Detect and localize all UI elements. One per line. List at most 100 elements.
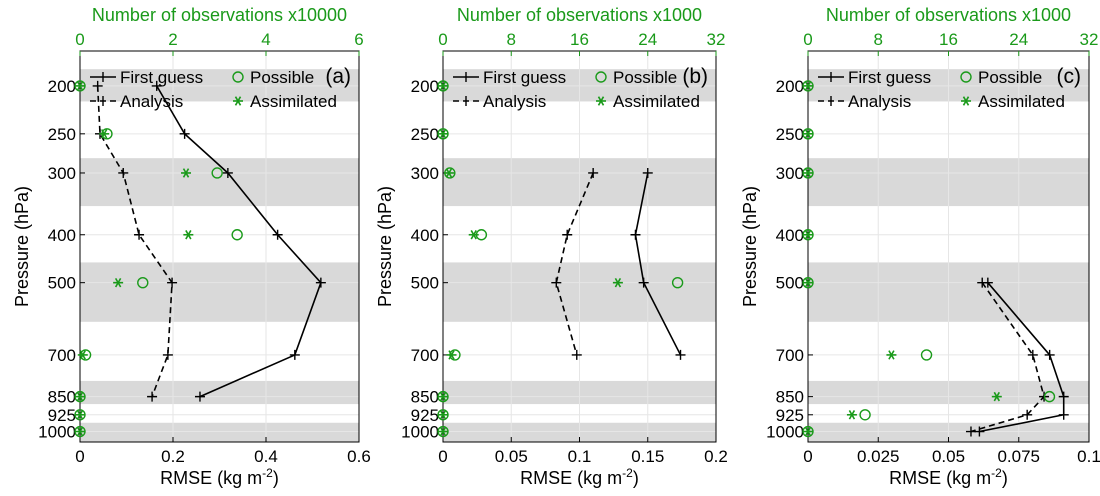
legend-marker-assimilated [233, 96, 243, 106]
y-tick-label: 300 [776, 164, 804, 183]
series-point-first-guess [642, 167, 653, 178]
obs-assimilated-marker [75, 426, 85, 437]
asterisk-stroke [439, 410, 447, 420]
asterisk-stroke [597, 96, 605, 106]
x2-tick-label: 8 [874, 30, 883, 49]
series-point-first-guess [1058, 409, 1069, 420]
y-tick-label: 850 [411, 388, 439, 407]
x2-tick-label: 4 [261, 30, 270, 49]
y-tick-label: 850 [48, 388, 76, 407]
legend-marker-possible [232, 71, 244, 83]
x-axis-title-close: ) [1002, 468, 1008, 488]
obs-assimilated-marker [803, 426, 813, 437]
series-point-analysis [571, 349, 582, 360]
x-axis-title-main: RMSE (kg m [889, 468, 991, 488]
series-point-first-guess [315, 277, 326, 288]
legend-label-analysis: Analysis [120, 92, 183, 111]
legend-label-first-guess: First guess [120, 68, 203, 87]
x2-tick-label: 6 [354, 30, 363, 49]
x-axis-title-superscript: -2 [262, 466, 273, 480]
x2-tick-label: 0 [75, 30, 84, 49]
y-axis-title: Pressure (hPa) [740, 186, 760, 307]
x-tick-label: 0.1 [1077, 447, 1100, 466]
obs-assimilated-marker [846, 410, 857, 420]
shaded-band [80, 380, 359, 405]
y-tick-label: 850 [776, 388, 804, 407]
x-axis-title-close: ) [633, 468, 639, 488]
obs-possible-marker [859, 409, 871, 421]
obs-assimilated-marker [468, 230, 479, 240]
obs-possible-marker [231, 229, 243, 241]
obs-assimilated-marker [991, 391, 1002, 402]
x-tick-label: 0.05 [495, 447, 528, 466]
y-tick-label: 700 [776, 346, 804, 365]
asterisk-stroke [439, 426, 447, 437]
obs-assimilated-marker [803, 277, 813, 288]
obs-assimilated-marker [803, 168, 813, 178]
asterisk-stroke [848, 410, 856, 420]
x-axis-title: RMSE (kg m-2) [889, 466, 1008, 488]
panel-label: (c) [1057, 65, 1082, 88]
asterisk-stroke [100, 129, 108, 139]
y-tick-label: 400 [776, 226, 804, 245]
obs-assimilated-marker [438, 129, 448, 139]
obs-assimilated-marker [438, 410, 448, 420]
legend-label-analysis: Analysis [848, 92, 911, 111]
asterisk-stroke [185, 230, 192, 240]
series-point-analysis [167, 277, 178, 288]
x-axis-title-superscript: -2 [991, 466, 1002, 480]
series-point-first-guess [179, 128, 190, 139]
obs-assimilated-marker [113, 277, 124, 288]
legend-marker-assimilated [961, 96, 971, 106]
asterisk-stroke [614, 277, 622, 288]
asterisk-stroke [804, 426, 812, 437]
obs-assimilated-marker [443, 168, 454, 178]
asterisk-stroke [962, 96, 970, 106]
series-point-analysis [588, 167, 599, 178]
obs-assimilated-marker [75, 391, 85, 402]
obs-assimilated-marker [446, 350, 457, 360]
obs-assimilated-marker [99, 129, 110, 139]
x-tick-label: 0 [438, 447, 447, 466]
series-point-analysis [118, 167, 129, 178]
shaded-band [80, 69, 359, 102]
shaded-band [80, 422, 359, 442]
obs-assimilated-marker [886, 350, 897, 360]
obs-possible-marker [920, 349, 933, 361]
asterisk-stroke [234, 96, 242, 106]
asterisk-stroke [76, 410, 84, 420]
obs-possible-marker [137, 276, 149, 289]
y-tick-label: 200 [48, 77, 76, 96]
obs-possible-marker [671, 276, 684, 289]
x-tick-label: 0.2 [161, 447, 185, 466]
y-tick-label: 250 [48, 125, 76, 144]
x-axis-title-close: ) [273, 468, 279, 488]
asterisk-stroke [888, 350, 895, 360]
asterisk-stroke [804, 168, 812, 178]
x-tick-label: 0 [75, 447, 84, 466]
x-tick-label: 0.15 [631, 447, 664, 466]
asterisk-stroke [804, 277, 812, 288]
x-axis-title-main: RMSE (kg m [520, 468, 622, 488]
panel-label: (b) [682, 65, 708, 88]
legend-label-assimilated: Assimilated [978, 92, 1065, 111]
series-point-first-guess [630, 229, 641, 240]
series-point-analysis [1022, 409, 1033, 420]
x-axis-title-superscript: -2 [622, 466, 633, 480]
y-tick-label: 250 [411, 125, 439, 144]
obs-assimilated-marker [75, 81, 85, 91]
series-point-first-guess [222, 167, 233, 178]
x2-tick-label: 2 [168, 30, 177, 49]
series-point-first-guess [194, 391, 205, 402]
obs-assimilated-marker [803, 81, 813, 91]
legend-label-assimilated: Assimilated [250, 92, 337, 111]
asterisk-stroke [470, 230, 477, 240]
series-point-first-guess [1058, 391, 1069, 402]
series-point-analysis [977, 277, 988, 288]
y-tick-label: 925 [776, 406, 804, 425]
legend-label-analysis: Analysis [483, 92, 546, 111]
obs-assimilated-marker [75, 410, 85, 420]
x2-tick-label: 32 [707, 30, 726, 49]
x2-tick-label: 16 [939, 30, 958, 49]
asterisk-stroke [445, 168, 453, 178]
